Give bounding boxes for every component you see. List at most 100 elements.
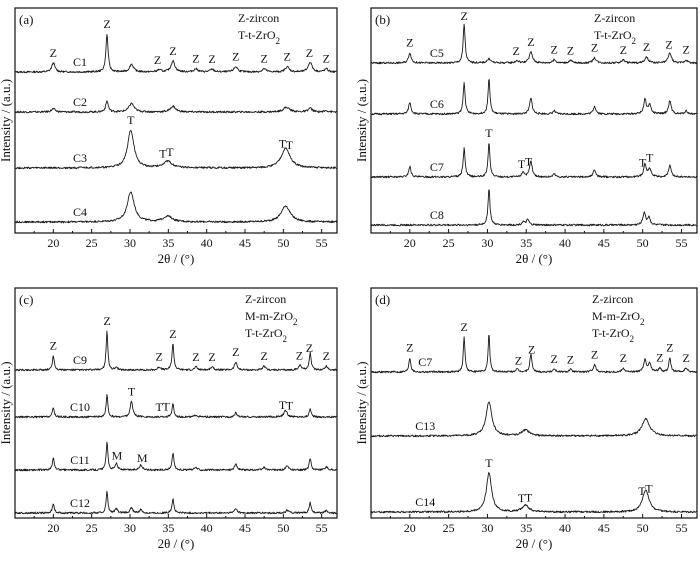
x-tick-label: 50: [277, 521, 289, 535]
peak-marker-z: Z: [192, 350, 199, 364]
plot-frame: [14, 287, 338, 519]
legend-entry: Z-zircon: [245, 292, 286, 306]
peak-marker-z: Z: [323, 52, 330, 66]
peak-marker-z: Z: [169, 44, 176, 58]
peak-marker-z: Z: [527, 35, 534, 49]
peak-marker-z: Z: [260, 349, 267, 363]
peak-marker-z: Z: [512, 44, 519, 58]
x-tick-label: 40: [559, 521, 571, 535]
series-label: C6: [430, 97, 444, 111]
peak-marker-z: Z: [643, 40, 650, 54]
peak-marker-z: Z: [551, 352, 558, 366]
peak-marker-t: T: [638, 484, 646, 498]
legend-entry: T-t-ZrO2: [594, 28, 636, 46]
series-label: C13: [415, 419, 435, 433]
series-line-c4: [14, 191, 337, 224]
x-tick-label: 30: [481, 236, 493, 250]
x-tick-label: 30: [124, 521, 136, 535]
peak-marker-t: T: [485, 126, 493, 140]
series-label: C8: [430, 208, 444, 222]
series-line-c11: [14, 441, 337, 472]
x-tick-label: 20: [404, 236, 416, 250]
series-label: C2: [73, 95, 87, 109]
peak-marker-t: T: [166, 145, 174, 159]
peak-marker-z: Z: [620, 43, 627, 57]
peak-marker-z: Z: [656, 351, 663, 365]
peak-marker-z: Z: [208, 52, 215, 66]
series-label: C3: [73, 151, 87, 165]
peak-marker-t: T: [639, 156, 647, 170]
peak-marker-t: T: [518, 491, 526, 505]
series-label: C12: [70, 496, 90, 510]
series-label: C7: [418, 355, 432, 369]
x-axis-label: 2θ / (°): [158, 536, 195, 551]
panel-c: 20 25 30 35 40 45 50 55 2θ / (°) Intensity / (a.u…: [0, 287, 338, 551]
peak-marker-z: Z: [620, 351, 627, 365]
peak-marker-z: Z: [50, 339, 57, 353]
peak-marker-t: T: [646, 150, 654, 164]
peak-marker-t: T: [279, 398, 287, 412]
legend-entry: T-t-ZrO2: [245, 326, 287, 344]
peak-marker-t: T: [155, 400, 163, 414]
peak-marker-z: Z: [682, 43, 689, 57]
x-tick-label: 40: [201, 521, 213, 535]
peak-marker-t: T: [485, 456, 493, 470]
x-tick-label: 55: [675, 236, 687, 250]
legend-entry: Z-zircon: [238, 11, 279, 25]
panel-label: (b): [375, 12, 390, 27]
legend-entry: T-t-ZrO2: [238, 28, 280, 46]
peak-marker-t: T: [279, 136, 287, 150]
series-line-c6: [371, 79, 697, 116]
series-line-c7: [371, 334, 697, 374]
peak-marker-z: Z: [306, 341, 313, 355]
series-label: C9: [73, 353, 87, 367]
x-tick-label: 25: [443, 236, 455, 250]
panel-label: (c): [19, 292, 33, 307]
peak-marker-z: Z: [155, 350, 162, 364]
series-line-c9: [15, 330, 337, 372]
peak-marker-z: Z: [232, 345, 239, 359]
x-tick-label: 35: [520, 236, 532, 250]
series-line-c10: [15, 393, 337, 419]
x-tick-label: 50: [637, 521, 649, 535]
x-tick-label: 25: [86, 521, 98, 535]
x-tick-label: 55: [316, 521, 328, 535]
series-label: C5: [430, 46, 444, 60]
x-tick-label: 55: [675, 521, 687, 535]
x-tick-label: 50: [637, 236, 649, 250]
peak-marker-z: Z: [323, 349, 330, 363]
series-label: C14: [415, 495, 435, 509]
x-tick-label: 40: [201, 236, 213, 250]
x-tick-label: 45: [598, 236, 610, 250]
series-label: C7: [430, 160, 444, 174]
y-axis-label: Intensity / (a.u.): [0, 361, 13, 444]
panel-b: 20 25 30 35 40 45 50 55 2θ / (°) Intensity / (a.u…: [354, 7, 698, 266]
peak-marker-z: Z: [591, 348, 598, 362]
peak-marker-m: M: [137, 451, 148, 465]
x-tick-label: 25: [86, 236, 98, 250]
peak-marker-z: Z: [591, 41, 598, 55]
x-axis-label: 2θ / (°): [516, 251, 553, 266]
x-tick-label: 30: [124, 236, 136, 250]
peak-marker-z: Z: [682, 351, 689, 365]
x-tick-label: 20: [47, 236, 59, 250]
series-line-c12: [14, 490, 337, 515]
peak-marker-z: Z: [528, 342, 535, 356]
y-axis-label: Intensity / (a.u.): [354, 361, 369, 444]
peak-marker-z: Z: [103, 314, 110, 328]
peak-marker-z: Z: [192, 52, 199, 66]
peak-marker-z: Z: [296, 349, 303, 363]
peak-marker-z: Z: [406, 341, 413, 355]
series-label: C4: [73, 205, 87, 219]
legend-entry: T-t-ZrO2: [592, 326, 634, 344]
x-tick-label: 25: [443, 521, 455, 535]
peak-marker-z: Z: [551, 43, 558, 57]
peak-marker-t: T: [518, 157, 526, 171]
peak-marker-z: Z: [515, 353, 522, 367]
peak-marker-t: T: [525, 155, 533, 169]
x-tick-label: 35: [162, 521, 174, 535]
series-label: C1: [73, 55, 87, 69]
peak-marker-t: T: [286, 399, 294, 413]
plot-frame: [14, 7, 338, 234]
